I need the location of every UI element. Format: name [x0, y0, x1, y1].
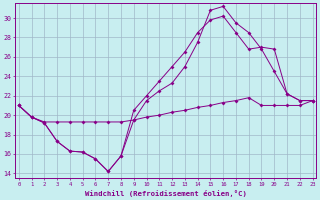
X-axis label: Windchill (Refroidissement éolien,°C): Windchill (Refroidissement éolien,°C) [85, 190, 247, 197]
